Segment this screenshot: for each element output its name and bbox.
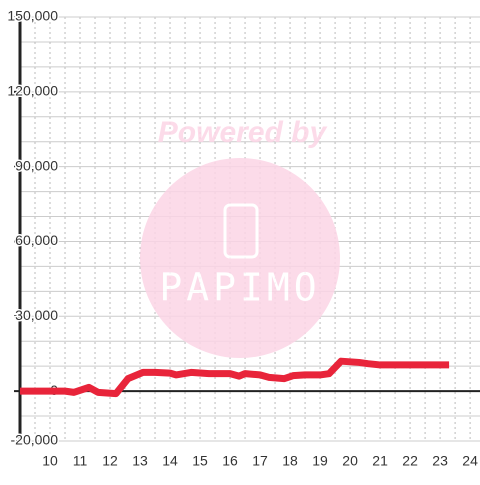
x-tick-label: 23 — [432, 453, 448, 469]
y-tick-label: 30,000 — [15, 307, 58, 323]
x-tick-label: 18 — [282, 453, 298, 469]
x-tick-label: 24 — [462, 453, 478, 469]
x-tick-label: 10 — [42, 453, 58, 469]
watermark: Powered by PAPIMO — [140, 116, 340, 358]
watermark-logo: PAPIMO — [159, 266, 320, 310]
x-tick-label: 11 — [73, 453, 88, 469]
x-tick-label: 22 — [402, 453, 418, 469]
x-tick-label: 17 — [252, 453, 268, 469]
x-tick-label: 12 — [102, 453, 118, 469]
watermark-icon — [223, 203, 259, 259]
data-line — [20, 357, 450, 398]
x-tick-label: 13 — [132, 453, 148, 469]
y-tick-label: 90,000 — [15, 157, 58, 173]
x-tick-label: 21 — [372, 453, 388, 469]
x-tick-label: 14 — [162, 453, 178, 469]
x-tick-label: 19 — [312, 453, 328, 469]
y-tick-label: 150,000 — [7, 8, 58, 24]
x-tick-label: 16 — [222, 453, 238, 469]
x-tick-label: 15 — [192, 453, 208, 469]
watermark-text: Powered by — [158, 116, 328, 149]
grid — [20, 16, 480, 442]
plot: -20,000030,00060,00090,000120,000150,000… — [6, 6, 480, 469]
y-tick-label: 120,000 — [7, 83, 58, 99]
x-tick-label: 20 — [342, 453, 358, 469]
y-tick-label: -20,000 — [11, 432, 59, 448]
y-tick-label: 60,000 — [15, 232, 58, 248]
